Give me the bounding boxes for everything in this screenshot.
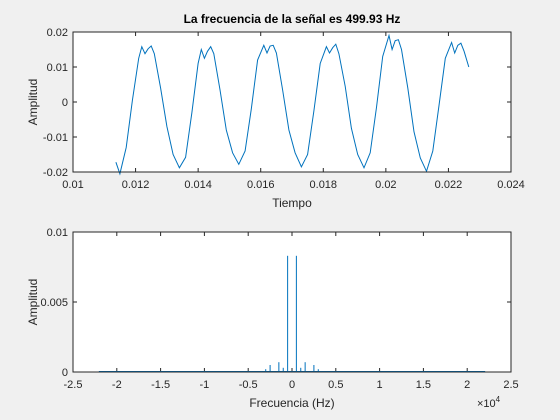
x-tick-label: 0.016 [247, 179, 275, 191]
x-tick-label: 2 [464, 379, 470, 391]
time-y-axis-label: Amplitud [26, 79, 40, 126]
y-tick-label: 0.02 [47, 27, 68, 39]
x-tick-label: 1 [377, 379, 383, 391]
y-tick-label: 0.01 [47, 62, 68, 74]
x-tick-label: 0.024 [497, 179, 525, 191]
x-tick-label: -2.5 [64, 379, 83, 391]
x-tick-label: -2 [112, 379, 122, 391]
time-plot-area [73, 32, 511, 172]
x-tick-label: 0.012 [122, 179, 150, 191]
y-tick-label: 0 [62, 367, 68, 379]
x-tick-label: 0.5 [328, 379, 343, 391]
x-tick-label: 0.02 [375, 179, 396, 191]
x-tick-label: 0.014 [184, 179, 212, 191]
frequency-plot-area [73, 232, 511, 372]
time-x-axis-label: Tiempo [272, 196, 312, 210]
y-tick-label: 0.005 [40, 297, 68, 309]
x-tick-label: 0.022 [435, 179, 463, 191]
x-tick-label: 0.01 [62, 179, 83, 191]
x-tick-label: -1.5 [151, 379, 170, 391]
x-tick-label: -1 [200, 379, 210, 391]
x-tick-label: 2.5 [503, 379, 518, 391]
y-tick-label: 0.01 [47, 227, 68, 239]
frequency-y-axis-label: Amplitud [26, 279, 40, 326]
x-tick-label: 0.018 [310, 179, 338, 191]
y-tick-label: -0.01 [43, 132, 68, 144]
time-chart-title: La frecuencia de la señal es 499.93 Hz [184, 12, 401, 26]
x-tick-label: 1.5 [416, 379, 431, 391]
x-tick-label: -0.5 [239, 379, 258, 391]
y-tick-label: -0.02 [43, 167, 68, 179]
y-tick-label: 0 [62, 97, 68, 109]
frequency-x-axis-label: Frecuencia (Hz) [249, 396, 334, 410]
x-tick-label: 0 [289, 379, 295, 391]
